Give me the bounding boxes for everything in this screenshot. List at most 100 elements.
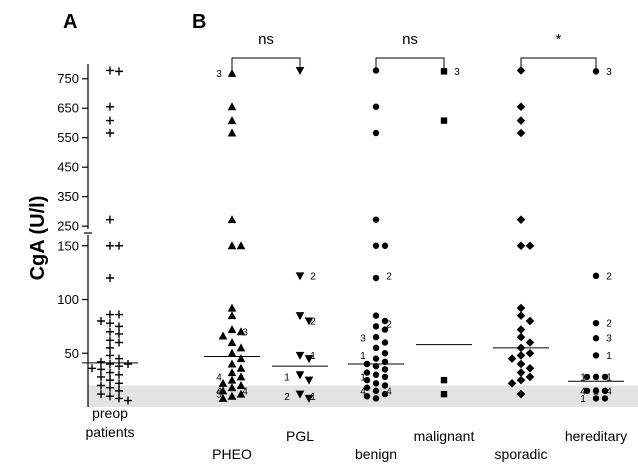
data-point [516, 215, 526, 224]
data-point [372, 274, 380, 282]
group-label: hereditary [565, 428, 627, 444]
data-point [516, 241, 526, 251]
data-point [106, 360, 114, 368]
data-point [381, 366, 389, 373]
data-point [381, 326, 389, 333]
significance-bracket [520, 57, 597, 72]
y-tick-label: 450 [57, 160, 79, 175]
data-point [363, 393, 371, 400]
data-point [516, 102, 526, 112]
data-point [227, 338, 237, 346]
point-annotation: 2 [284, 392, 290, 403]
data-point [592, 352, 600, 359]
significance-label: ns [402, 31, 418, 48]
data-point [97, 381, 105, 390]
data-point [106, 376, 114, 385]
data-point [592, 395, 600, 402]
y-tick-label: 150 [57, 238, 79, 253]
data-point [295, 312, 305, 321]
data-point [115, 362, 123, 371]
point-annotation: 4 [386, 386, 392, 397]
data-point [304, 355, 314, 364]
group-label: PGL [286, 428, 314, 444]
point-annotation: 4 [216, 386, 222, 397]
data-point [227, 325, 237, 334]
point-annotation: 1 [360, 351, 366, 362]
group-label-line: preop [92, 405, 128, 421]
point-annotation: 1 [310, 392, 316, 403]
data-point [592, 319, 600, 327]
data-point [583, 373, 591, 381]
significance-label: ns [258, 31, 274, 48]
group-label: sporadic [495, 446, 548, 462]
data-point [106, 336, 114, 345]
data-point [97, 317, 105, 325]
y-axis-label: CgA (U/l) [27, 196, 49, 281]
plot-area: 50 100 150 250 350 450 550 650 750 patients preop P… [57, 31, 638, 462]
significance-bracket [375, 57, 445, 72]
data-point [372, 344, 380, 352]
group-label: patients [85, 424, 134, 440]
point-annotation: 4 [606, 386, 612, 397]
point-annotation: 1 [580, 394, 586, 405]
data-point [236, 354, 246, 363]
y-tick-label: 100 [57, 292, 79, 307]
y-tick-label: 750 [57, 71, 79, 86]
data-point [227, 241, 237, 250]
point-annotation: 1 [360, 372, 366, 383]
data-point [372, 355, 380, 362]
data-point [372, 371, 380, 378]
data-point [88, 364, 96, 373]
data-point [236, 241, 246, 250]
point-annotation: 2 [310, 317, 316, 328]
data-point [304, 317, 314, 326]
data-point [601, 395, 609, 402]
significance-label: * [556, 31, 562, 48]
data-point [236, 343, 246, 352]
data-point [592, 387, 600, 395]
data-point [218, 393, 228, 402]
data-point [227, 102, 237, 111]
point-annotation: 1 [310, 351, 316, 362]
data-point [363, 384, 371, 391]
data-point [525, 241, 535, 251]
data-point [106, 368, 114, 377]
data-point [106, 319, 114, 328]
point-annotation: 3 [360, 334, 366, 345]
data-point [516, 368, 526, 377]
data-point [381, 339, 389, 346]
point-annotation: 1 [580, 372, 586, 383]
data-point [372, 333, 380, 341]
data-point [106, 116, 114, 125]
data-point [295, 351, 305, 360]
data-point [295, 390, 305, 399]
data-point [516, 332, 526, 342]
data-point [525, 316, 535, 326]
data-point [601, 387, 609, 395]
data-point [381, 358, 389, 366]
data-point [381, 382, 389, 389]
data-point [115, 338, 123, 347]
data-point [115, 322, 123, 331]
data-point [115, 241, 123, 250]
point-annotation: 2 [606, 271, 612, 282]
data-point [381, 350, 389, 357]
data-point [115, 354, 123, 363]
point-annotation: 1 [606, 372, 612, 383]
data-point [525, 338, 535, 347]
data-point [106, 383, 114, 392]
point-annotation: 4 [580, 386, 586, 397]
data-point [97, 357, 105, 366]
data-point [525, 348, 535, 358]
point-annotation: 2 [386, 320, 392, 331]
group-label: PHEO [212, 446, 252, 462]
data-point [372, 103, 380, 110]
data-point [236, 389, 246, 398]
point-annotation: 4 [593, 372, 599, 383]
data-point [218, 386, 228, 395]
data-point [227, 368, 237, 377]
data-point [236, 327, 246, 336]
data-point [516, 351, 526, 360]
data-point [227, 383, 237, 392]
point-annotation: 3 [454, 67, 460, 78]
